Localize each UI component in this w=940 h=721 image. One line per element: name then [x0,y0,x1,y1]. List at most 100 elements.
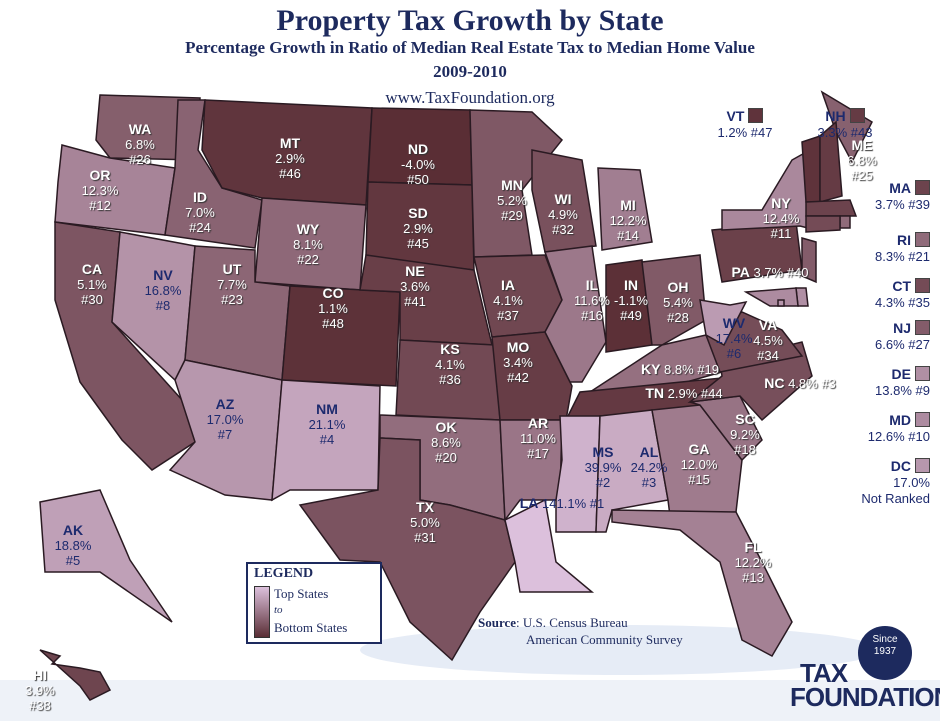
state-rank: #23 [221,292,243,307]
state-label-ut: UT 7.7% #23 [217,261,247,308]
state-label-ks: KS 4.1% #36 [435,342,465,388]
state-nm[interactable] [271,379,381,502]
state-label-id: ID 7.0% #24 [185,190,215,236]
state-fl[interactable] [611,509,793,658]
state-hi[interactable] [39,649,112,701]
state-label-wi: WI 4.9% #32 [548,192,578,238]
state-rank: #34 [757,348,779,363]
state-label-la: LA 141.1% #1 [519,495,604,512]
source-label: Source [478,615,517,630]
state-rank: #13 [742,570,764,585]
state-rank: #5 [65,553,81,568]
state-wv[interactable] [699,299,748,347]
state-rank: #11 [770,226,792,241]
state-rank: #26 [129,152,151,167]
state-nj[interactable] [801,237,817,284]
state-value: 8.1% [293,237,323,252]
legend-bottom: Bottom States [274,620,348,635]
state-label-tn: TN 2.9% #44 [645,386,722,402]
state-ar[interactable] [499,419,563,523]
state-abbr: RI [897,232,911,248]
state-value: 4.1% [435,357,465,372]
state-abbr: SC [735,411,755,427]
state-nh[interactable] [819,120,843,203]
source-line1: : U.S. Census Bureau [516,615,628,630]
state-ma[interactable] [805,199,858,217]
state-rank: #28 [667,310,689,325]
state-ct[interactable] [805,215,841,233]
color-swatch [915,412,930,427]
state-dc[interactable] [777,299,785,307]
state-wa[interactable] [95,94,201,161]
state-value: 2.9% [275,151,305,166]
state-abbr: AR [527,415,549,431]
state-rank: #3 [821,376,836,391]
state-label-nm: NM 21.1% #4 [309,402,346,448]
color-swatch [915,366,930,381]
state-label-vt: VT 1.2% #47 [700,108,790,141]
state-rank: #47 [750,125,773,140]
state-value: 11.6% [574,293,610,308]
state-abbr: FL [744,539,762,555]
state-value: -4.0% [401,157,435,172]
state-label-or: OR 12.3% #12 [82,168,119,214]
logo-year: 1937 [873,646,897,657]
state-rank: #6 [726,346,742,361]
color-swatch [849,108,865,123]
legend-to: to [274,604,283,616]
state-value: 3.3% [817,125,848,140]
state-rank: #31 [414,530,436,545]
state-la[interactable] [504,498,595,593]
website-link[interactable]: www.TaxFoundation.org [385,88,555,107]
state-value: 3.4% [503,355,533,370]
state-abbr: MS [592,444,614,460]
state-value: 4.5% [753,333,783,348]
state-md[interactable] [743,287,799,307]
state-mi[interactable] [597,167,653,251]
state-rank: #17 [527,446,549,461]
state-abbr: UT [222,261,242,277]
state-value: 2.9% [667,386,698,401]
state-value: 8.3% [875,249,905,264]
state-ri[interactable] [839,215,851,229]
state-rank: #7 [217,427,233,442]
state-il[interactable] [543,245,607,383]
state-rank: #35 [908,295,930,310]
state-nc[interactable] [687,341,813,422]
state-rank: #3 [641,475,657,490]
state-value: 8.6% [431,435,461,450]
logo-seal: Since 1937 [858,626,912,680]
state-value: 17.0% [206,412,244,427]
state-label-md: MD 12.6% #10 [830,412,930,445]
logo-since: Since [872,634,898,645]
state-tx[interactable] [298,437,516,662]
state-value: 141.1% [542,496,587,511]
state-abbr: MO [506,339,530,355]
state-vt[interactable] [801,134,821,203]
state-abbr: WV [722,315,746,331]
state-abbr: OK [435,419,457,435]
state-value: 12.0% [680,457,718,472]
state-oh[interactable] [641,254,707,346]
state-label-me: ME 6.8% #25 [847,138,877,184]
logo-name-2: FOUNDATION [790,682,940,712]
state-label-ny: NY 12.4% #11 [763,195,800,242]
state-abbr: AZ [215,396,235,412]
state-abbr: MN [501,177,523,193]
state-mo[interactable] [491,331,573,421]
state-ak[interactable] [39,489,173,623]
state-abbr: OH [667,279,689,295]
state-abbr: LA [519,495,539,511]
state-abbr: CO [322,285,344,301]
legend: LEGEND Top States to Bottom States [246,562,382,644]
state-value: 6.8% [847,153,877,168]
state-abbr: MD [889,412,911,428]
state-rank: #30 [81,292,103,307]
state-abbr: NY [771,195,791,211]
state-rank: #21 [908,249,930,264]
source-note: Source: U.S. Census Bureau American Comm… [478,614,683,648]
state-rank: #15 [688,472,710,487]
state-value: 3.9% [25,683,55,698]
